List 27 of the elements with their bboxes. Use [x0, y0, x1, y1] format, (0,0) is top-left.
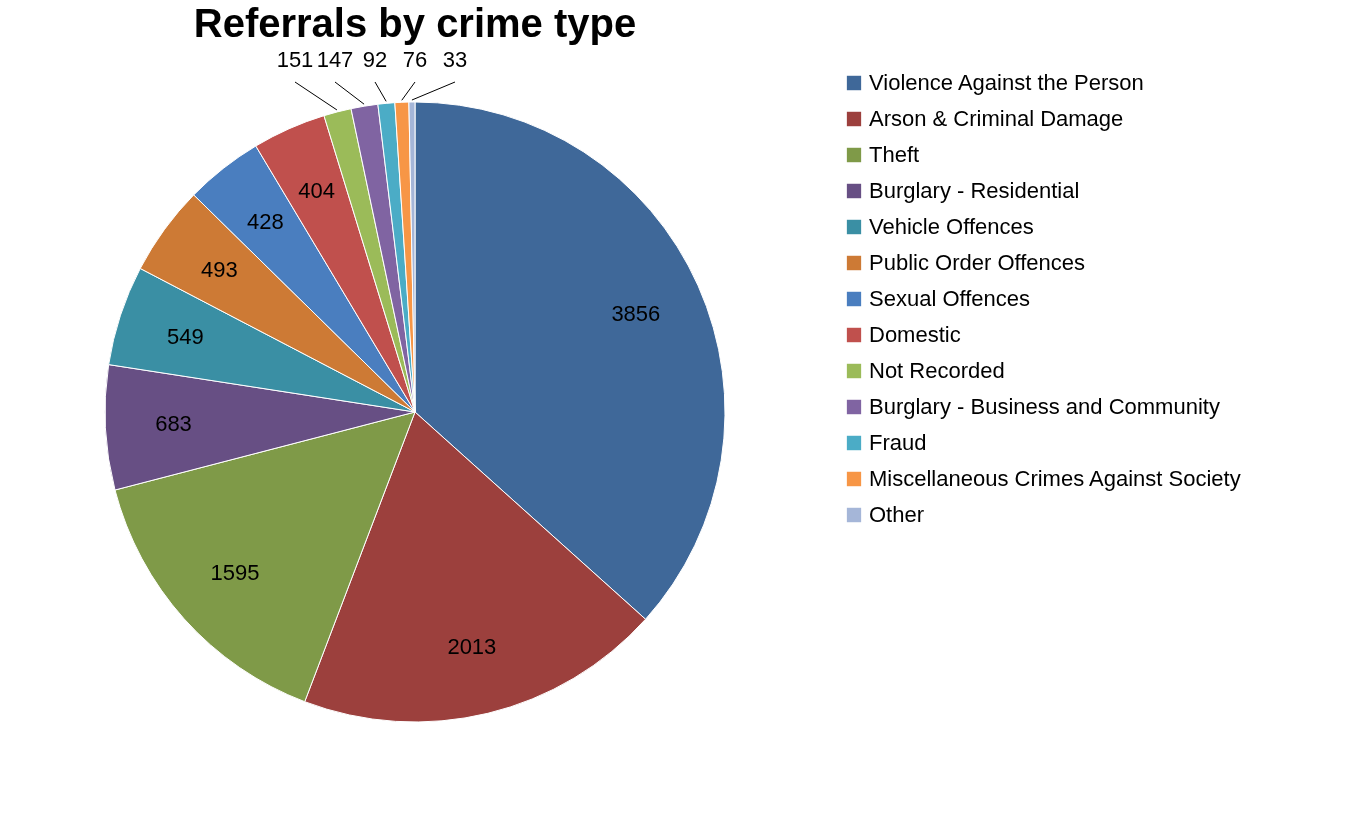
legend-label: Burglary - Residential	[869, 178, 1080, 203]
legend-label: Theft	[869, 142, 920, 167]
legend-label: Other	[869, 502, 925, 527]
legend-label: Domestic	[869, 322, 961, 347]
legend-label: Public Order Offences	[869, 250, 1086, 275]
data-label: 92	[362, 47, 388, 72]
data-label: 76	[402, 47, 428, 72]
data-label: 404	[298, 178, 336, 204]
legend-label: Not Recorded	[869, 358, 1005, 383]
data-label: 549	[166, 323, 204, 349]
legend-label: Arson & Criminal Damage	[869, 106, 1124, 131]
legend-label: Vehicle Offences	[869, 214, 1034, 239]
chart-title: Referrals by crime type	[193, 1, 637, 45]
data-label: 493	[201, 256, 238, 282]
legend-label: Miscellaneous Crimes Against Society	[869, 466, 1241, 491]
data-label: 1595	[210, 560, 260, 586]
data-label: 683	[155, 411, 192, 437]
legend-label: Fraud	[869, 430, 927, 455]
data-label: 428	[247, 209, 284, 235]
data-label: 151	[276, 47, 314, 72]
legend-label: Sexual Offences	[869, 286, 1031, 311]
legend-label: Burglary - Business and Community	[869, 394, 1220, 419]
legend-label: Violence Against the Person	[869, 70, 1144, 95]
data-label: 2013	[447, 634, 497, 660]
data-label: 147	[316, 47, 354, 72]
data-label: 33	[442, 47, 468, 72]
data-label: 3856	[611, 300, 661, 326]
